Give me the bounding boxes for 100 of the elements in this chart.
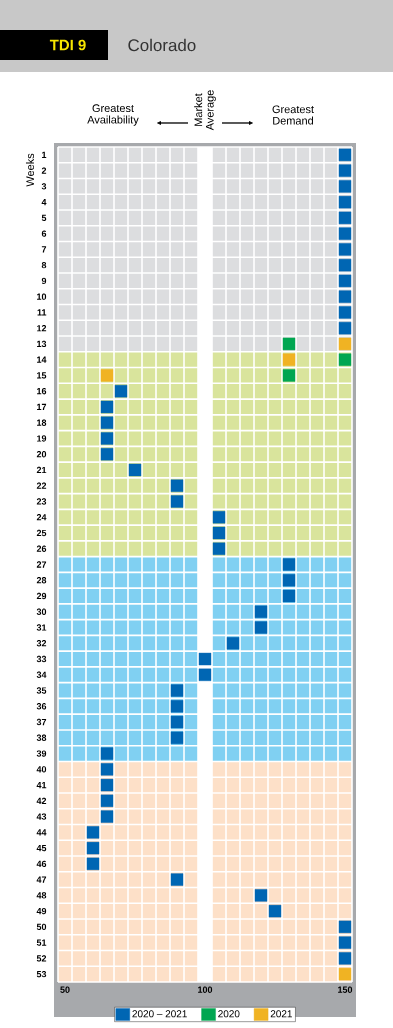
point bbox=[100, 416, 114, 429]
point bbox=[338, 306, 352, 319]
legend-label: 2020 – 2021 bbox=[132, 1010, 187, 1018]
y-tick-label: 18 bbox=[37, 419, 47, 426]
y-tick-label: 1 bbox=[42, 151, 47, 158]
y-tick-label: 3 bbox=[41, 183, 47, 190]
y-tick-label: 14 bbox=[37, 356, 47, 363]
y-tick-label: 21 bbox=[36, 466, 47, 474]
y-tick-label: 46 bbox=[36, 860, 47, 868]
point bbox=[170, 495, 184, 508]
y-tick-label: 37 bbox=[36, 718, 47, 726]
point bbox=[226, 637, 240, 650]
point bbox=[282, 353, 296, 366]
y-tick-label: 39 bbox=[36, 750, 47, 757]
point bbox=[100, 432, 114, 445]
point bbox=[338, 337, 352, 351]
text: Greatest Demand bbox=[272, 105, 314, 125]
point bbox=[254, 889, 268, 902]
y-tick-label: 51 bbox=[36, 939, 47, 946]
point bbox=[198, 652, 212, 666]
y-tick-label: 34 bbox=[36, 671, 47, 678]
y-tick-label: 36 bbox=[36, 703, 47, 710]
point bbox=[212, 511, 226, 524]
point bbox=[212, 542, 226, 555]
y-tick-label: 27 bbox=[36, 561, 47, 568]
point bbox=[338, 195, 352, 209]
point bbox=[170, 700, 184, 713]
y-tick-label: 26 bbox=[36, 545, 47, 552]
point bbox=[86, 826, 100, 839]
point bbox=[338, 211, 352, 225]
y-tick-label: 47 bbox=[36, 876, 47, 883]
y-tick-label: 25 bbox=[36, 529, 47, 537]
y-tick-label: 8 bbox=[41, 261, 47, 269]
legend-label: 2021 bbox=[270, 1010, 292, 1018]
point bbox=[100, 810, 114, 823]
y-tick-label: 50 bbox=[36, 923, 47, 931]
y-tick-label: 31 bbox=[36, 624, 47, 631]
y-tick-label: 2 bbox=[41, 167, 47, 174]
y-tick-label: 52 bbox=[36, 955, 47, 962]
y-tick-label: 17 bbox=[37, 403, 47, 411]
text: Greatest Availability bbox=[87, 104, 139, 126]
point bbox=[338, 180, 352, 193]
y-tick-label: 45 bbox=[36, 844, 47, 852]
point bbox=[338, 321, 352, 335]
point bbox=[338, 936, 352, 949]
point bbox=[170, 479, 184, 492]
point bbox=[170, 715, 184, 729]
point bbox=[128, 463, 142, 477]
point bbox=[254, 621, 268, 634]
point bbox=[282, 574, 296, 587]
y-tick-label: 53 bbox=[36, 970, 47, 978]
y-tick-label: 38 bbox=[36, 734, 47, 741]
legend-label: 2020 bbox=[218, 1010, 240, 1018]
y-tick-label: 9 bbox=[41, 277, 47, 285]
text: Market Average bbox=[194, 90, 216, 131]
y-tick-label: 28 bbox=[36, 577, 47, 584]
point bbox=[170, 873, 184, 886]
y-tick-label: 20 bbox=[36, 451, 47, 458]
point bbox=[268, 904, 282, 918]
y-tick-label: 19 bbox=[37, 435, 47, 442]
y-tick-label: 48 bbox=[36, 892, 47, 899]
point bbox=[338, 227, 352, 240]
point bbox=[338, 258, 352, 272]
y-tick-label: 41 bbox=[36, 781, 47, 789]
point bbox=[114, 385, 128, 398]
chart-subtitle: TDI 9 bbox=[49, 39, 86, 51]
y-tick-label: 40 bbox=[36, 766, 47, 773]
point bbox=[100, 794, 114, 808]
y-axis-title: Weeks bbox=[25, 153, 35, 187]
point bbox=[282, 589, 296, 603]
point bbox=[282, 558, 296, 571]
x-tick-label: 50 bbox=[60, 986, 70, 993]
y-tick-label: 42 bbox=[36, 797, 47, 804]
chart-title: Colorado bbox=[128, 38, 196, 52]
point bbox=[100, 778, 114, 792]
y-tick-label: 6 bbox=[41, 230, 47, 237]
point bbox=[100, 448, 114, 461]
y-tick-label: 16 bbox=[37, 388, 47, 395]
point bbox=[338, 353, 352, 366]
x-tick-label: 150 bbox=[338, 986, 353, 993]
point bbox=[338, 920, 352, 934]
point bbox=[338, 290, 352, 303]
y-tick-label: 23 bbox=[36, 498, 47, 505]
y-tick-label: 11 bbox=[37, 309, 47, 316]
y-tick-label: 12 bbox=[37, 325, 47, 332]
y-tick-label: 24 bbox=[36, 514, 47, 521]
y-tick-label: 5 bbox=[41, 214, 47, 222]
y-tick-label: 32 bbox=[36, 640, 47, 647]
point bbox=[338, 164, 352, 177]
x-tick-label: 100 bbox=[198, 986, 213, 993]
y-tick-label: 49 bbox=[36, 907, 47, 915]
point bbox=[212, 526, 226, 540]
y-tick-label: 13 bbox=[37, 340, 47, 348]
point bbox=[86, 841, 100, 855]
y-tick-label: 44 bbox=[36, 829, 47, 836]
point bbox=[170, 731, 184, 745]
y-tick-label: 29 bbox=[36, 592, 47, 600]
point bbox=[100, 747, 114, 760]
point bbox=[282, 369, 296, 382]
point bbox=[338, 967, 352, 981]
